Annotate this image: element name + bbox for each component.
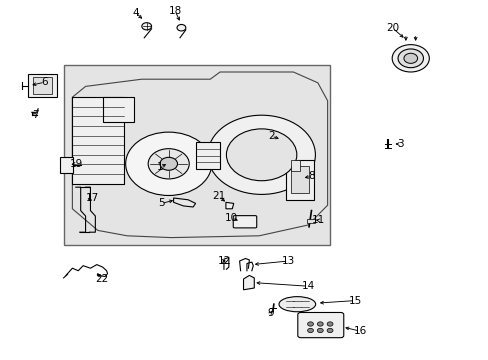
FancyBboxPatch shape [297,312,343,338]
Text: 6: 6 [41,77,48,87]
Bar [72,97,123,184]
Circle shape [397,49,423,68]
Bar [28,74,57,97]
FancyBboxPatch shape [233,216,256,228]
Circle shape [148,149,189,179]
Bar [306,219,315,223]
Circle shape [326,328,332,333]
Circle shape [391,45,428,72]
Text: 1: 1 [157,162,163,172]
Circle shape [142,23,151,30]
Text: 2: 2 [267,131,274,141]
Polygon shape [243,275,254,290]
Text: 12: 12 [217,256,230,266]
Text: 11: 11 [311,215,325,225]
Bar [285,160,314,200]
Text: 21: 21 [211,191,225,201]
Bar [60,157,73,173]
Text: 22: 22 [95,274,108,284]
Circle shape [307,328,313,333]
Bar [290,166,308,193]
Text: 3: 3 [396,139,403,149]
Polygon shape [173,198,195,207]
Text: 7: 7 [32,110,39,120]
Text: 16: 16 [353,326,366,336]
Text: 8: 8 [307,171,314,181]
Bar [102,97,134,122]
Bar [63,65,329,245]
Circle shape [317,328,323,333]
Ellipse shape [278,297,315,312]
Circle shape [207,115,315,194]
Text: 9: 9 [266,308,273,318]
Circle shape [177,24,185,31]
Text: 18: 18 [168,6,182,16]
Text: 5: 5 [158,198,164,208]
Circle shape [317,322,323,326]
Text: 17: 17 [86,193,100,203]
Bar [290,160,299,171]
Circle shape [307,322,313,326]
Bar [195,142,220,169]
Text: 19: 19 [70,159,83,169]
Circle shape [160,157,177,170]
Circle shape [326,322,332,326]
Text: 20: 20 [386,23,398,33]
Circle shape [226,129,296,181]
Bar [33,77,52,94]
Text: 4: 4 [132,8,139,18]
Text: 14: 14 [301,281,314,291]
Text: 13: 13 [281,256,295,266]
Text: 10: 10 [225,213,238,223]
Text: 15: 15 [347,296,361,306]
Circle shape [403,53,417,63]
Circle shape [125,132,211,195]
Polygon shape [225,202,233,209]
